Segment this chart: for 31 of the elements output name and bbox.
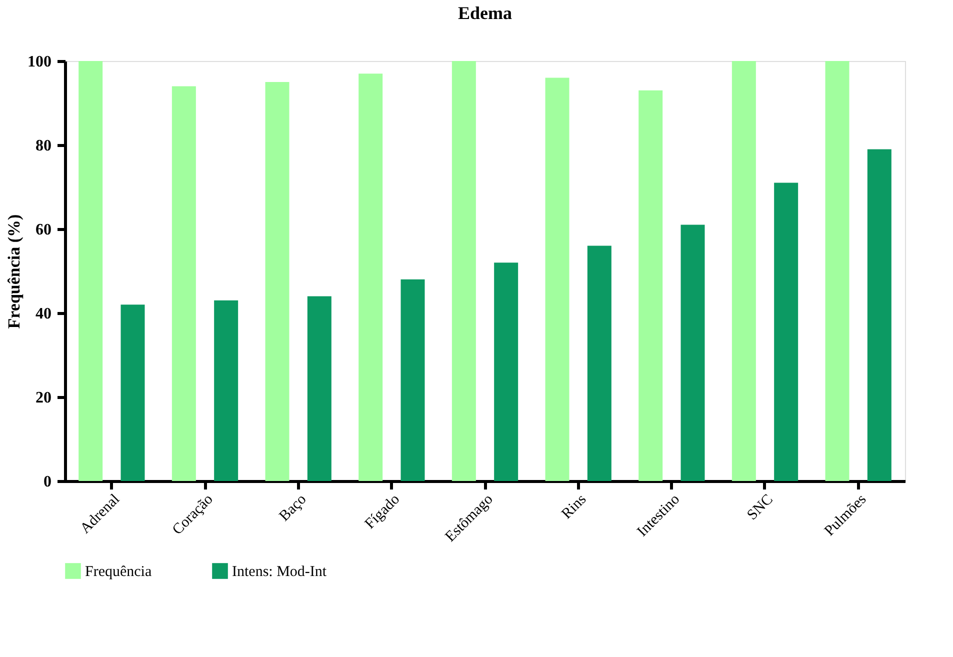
y-tick-label: 100 [28, 54, 52, 70]
legend-label: Frequência [85, 564, 152, 580]
y-tick-label: 40 [36, 306, 52, 322]
bar [867, 149, 892, 481]
bar [400, 279, 425, 481]
chart-title: Edema [458, 3, 512, 23]
x-tick-label: Baço [276, 492, 310, 525]
bar [214, 300, 238, 481]
bar [78, 61, 103, 481]
bar [494, 262, 518, 481]
bar [265, 82, 290, 481]
y-tick-label: 80 [36, 138, 52, 154]
legend-label: Intens: Mod-Int [232, 564, 328, 580]
bar [452, 61, 476, 481]
y-tick-label: 60 [36, 222, 52, 238]
bar [120, 304, 145, 481]
bar [358, 74, 383, 481]
bar [172, 86, 196, 481]
bar [680, 224, 705, 481]
x-tick-label: SNC [744, 492, 776, 524]
bar [732, 61, 756, 481]
bar [545, 78, 570, 481]
bar [774, 182, 798, 481]
bar [638, 90, 663, 481]
y-tick-label: 20 [36, 390, 52, 406]
y-axis-title: Frequência (%) [4, 214, 24, 329]
y-tick-label: 0 [44, 474, 52, 490]
bar [825, 61, 850, 481]
bar [587, 246, 612, 481]
bar [307, 296, 332, 481]
x-tick-label: Rins [558, 491, 590, 522]
